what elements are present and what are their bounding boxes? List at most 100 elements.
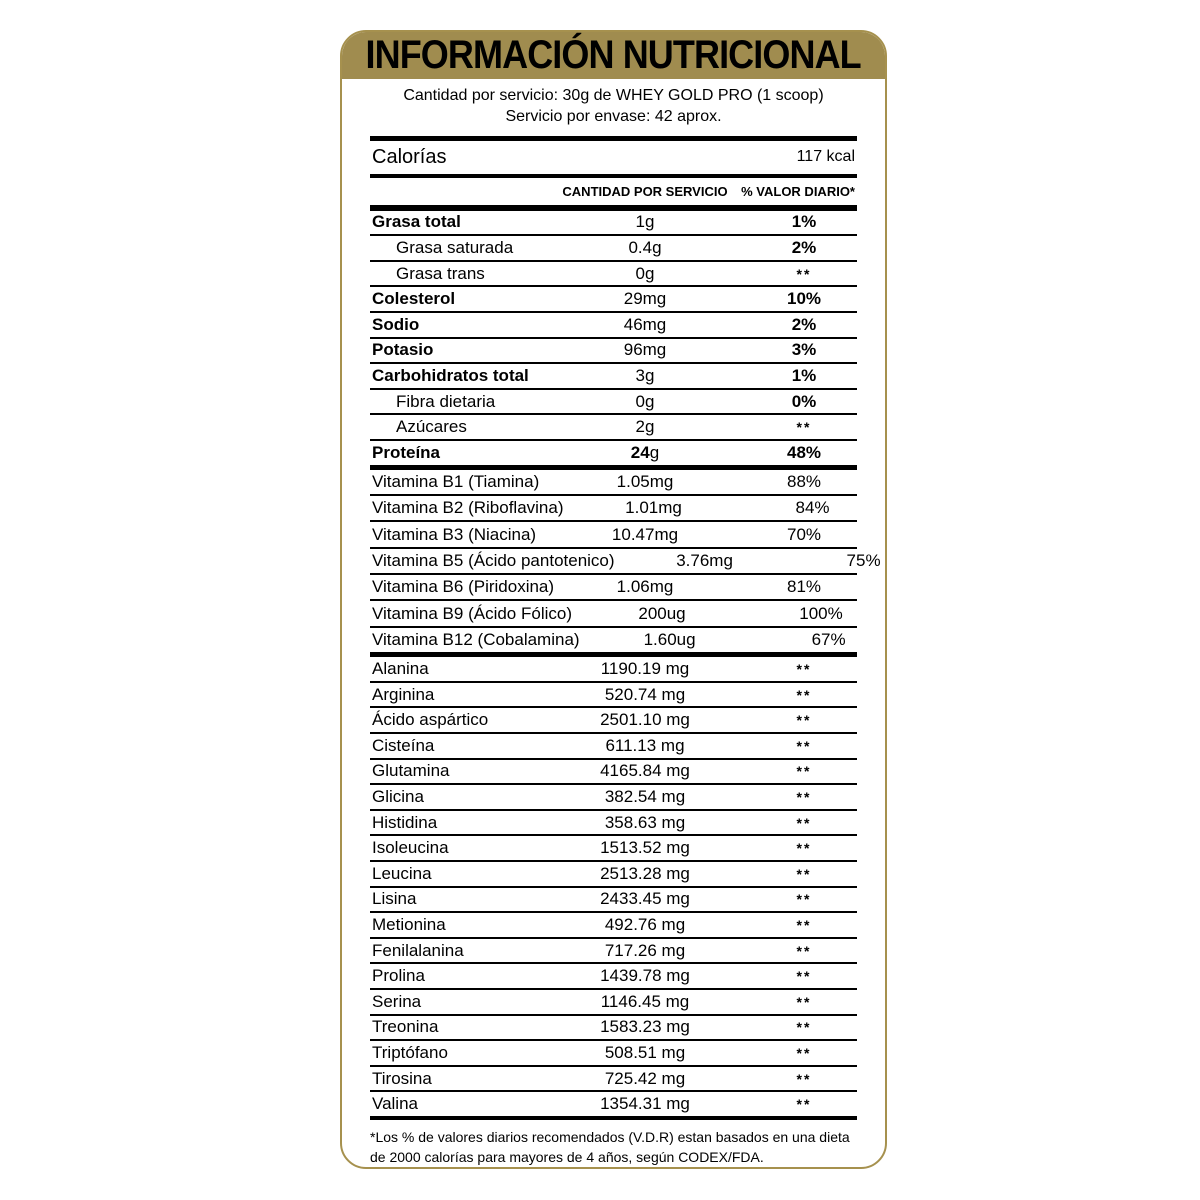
vitamin-dv: 75% <box>846 550 881 570</box>
vitamin-name: Vitamina B6 (Piridoxina) <box>372 577 555 597</box>
nutrient-amount: 2g <box>635 417 655 437</box>
nutrient-dv: 2% <box>791 314 817 334</box>
table-row: Azúcares 2g ** <box>370 415 857 441</box>
table-row: Carbohidratos total 3g 1% <box>370 364 857 390</box>
amino-acid-amount: 1146.45 mg <box>600 991 690 1011</box>
vitamin-amount: 3.76mg <box>676 550 733 570</box>
amino-acid-amount: 1583.23 mg <box>600 1017 690 1037</box>
amino-acid-name: Lisina <box>372 889 417 909</box>
table-row: Serina 1146.45 mg ** <box>370 990 857 1016</box>
table-row: Valina 1354.31 mg ** <box>370 1092 857 1116</box>
table-row: Fenilalanina 717.26 mg ** <box>370 939 857 965</box>
table-row: Lisina 2433.45 mg ** <box>370 888 857 914</box>
amino-acid-amount: 717.26 mg <box>604 940 686 960</box>
amino-acid-dv: ** <box>796 789 812 806</box>
amino-acid-amount: 2433.45 mg <box>600 889 690 909</box>
amino-acid-dv: ** <box>796 891 812 908</box>
table-row: Fibra dietaria 0g 0% <box>370 390 857 416</box>
amino-acid-dv: ** <box>796 865 812 882</box>
nutrient-amount: 24g <box>630 442 660 462</box>
nutrient-dv: 48% <box>786 442 822 462</box>
table-row: Vitamina B12 (Cobalamina) 1.60ug 67% <box>370 628 857 652</box>
amino-acid-dv: ** <box>796 968 812 985</box>
vitamin-amount: 1.60ug <box>643 630 696 650</box>
amino-acid-dv: ** <box>796 661 812 678</box>
nutrient-dv: 1% <box>791 212 817 232</box>
amino-acid-dv: ** <box>796 917 812 933</box>
amino-acid-amount: 1439.78 mg <box>600 966 690 986</box>
amino-acid-amount: 1513.52 mg <box>600 838 690 858</box>
vitamin-name: Vitamina B12 (Cobalamina) <box>372 630 580 650</box>
amino-acid-amount: 2513.28 mg <box>600 863 690 883</box>
amino-acid-dv: ** <box>796 1070 812 1087</box>
amino-acid-amount: 611.13 mg <box>605 735 685 755</box>
nutrient-name: Fibra dietaria <box>396 391 496 411</box>
vitamins-section: Vitamina B1 (Tiamina) 1.05mg 88% Vitamin… <box>370 470 881 658</box>
nutrient-amount: 0.4g <box>628 237 662 257</box>
nutrient-name: Grasa total <box>372 212 461 232</box>
table-row: Metionina 492.76 mg ** <box>370 913 857 939</box>
servings-per-container: Servicio por envase: 42 aprox. <box>505 107 722 125</box>
amino-acid-amount: 382.54 mg <box>604 787 686 807</box>
amino-acid-amount: 4165.84 mg <box>600 761 690 781</box>
amino-acid-name: Cisteína <box>372 735 435 755</box>
table-row: Leucina 2513.28 mg ** <box>370 862 857 888</box>
amino-acid-name: Triptófano <box>372 1042 448 1062</box>
amino-acid-dv: ** <box>796 993 812 1010</box>
amino-acid-name: Alanina <box>372 659 429 679</box>
nutrient-amount: 96mg <box>623 340 667 360</box>
table-row: Ácido aspártico 2501.10 mg ** <box>370 708 857 735</box>
calories-label: Calorías <box>372 145 447 168</box>
vitamin-dv: 70% <box>786 524 822 544</box>
nutrient-name: Potasio <box>372 340 434 360</box>
amino-acid-amount: 358.63 mg <box>604 812 686 832</box>
nutrient-amount: 0g <box>635 391 655 411</box>
amino-acid-name: Arginina <box>372 684 435 704</box>
nutrient-dv: ** <box>796 419 812 436</box>
amino-acid-amount: 1190.19 mg <box>600 659 690 679</box>
amino-acid-amount: 520.74 mg <box>604 684 686 704</box>
daily-value-footnote: *Los % de valores diarios recomendados (… <box>370 1128 850 1165</box>
amino-acid-name: Fenilalanina <box>372 940 464 960</box>
table-row: Vitamina B6 (Piridoxina) 1.06mg 81% <box>370 575 857 602</box>
amino-acid-name: Tirosina <box>372 1068 432 1088</box>
calories-row: Calorías 117 kcal <box>370 141 857 178</box>
table-row: Prolina 1439.78 mg ** <box>370 964 857 990</box>
vitamin-dv: 84% <box>795 498 830 518</box>
table-row: Proteína 24g 48% <box>370 441 857 465</box>
serving-per-scoop: Cantidad por servicio: 30g de WHEY GOLD … <box>403 87 824 104</box>
vitamin-amount: 1.06mg <box>616 577 674 597</box>
amino-acid-name: Histidina <box>372 812 438 832</box>
vitamin-dv: 67% <box>811 630 846 650</box>
column-header-row: CANTIDAD POR SERVICIO % VALOR DIARIO* <box>370 178 857 211</box>
amino-acid-amount: 725.42 mg <box>604 1068 686 1088</box>
nutrient-amount: 29mg <box>623 289 667 309</box>
dv-column-header: % VALOR DIARIO* <box>741 183 855 199</box>
nutrient-name: Carbohidratos total <box>372 365 529 385</box>
amino-acid-name: Ácido aspártico <box>372 710 489 730</box>
nutrient-dv: 3% <box>791 340 817 360</box>
table-row: Treonina 1583.23 mg ** <box>370 1016 857 1042</box>
table-row: Vitamina B2 (Riboflavina) 1.01mg 84% <box>370 496 857 523</box>
amino-acid-dv: ** <box>796 1044 812 1061</box>
vitamin-amount: 10.47mg <box>611 524 679 544</box>
amino-acid-name: Isoleucina <box>372 838 449 858</box>
nutrient-dv: 2% <box>791 237 817 257</box>
serving-info: Cantidad por servicio: 30g de WHEY GOLD … <box>342 86 885 128</box>
amino-acid-dv: ** <box>796 1096 812 1113</box>
table-row: Grasa trans 0g ** <box>370 262 857 288</box>
amino-acids-section: Alanina 1190.19 mg ** Arginina 520.74 mg… <box>370 657 857 1120</box>
table-row: Isoleucina 1513.52 mg ** <box>370 836 857 863</box>
table-row: Glutamina 4165.84 mg ** <box>370 760 857 786</box>
amino-acid-amount: 2501.10 mg <box>600 710 690 730</box>
vitamin-amount: 1.05mg <box>616 471 674 491</box>
amount-column-header: CANTIDAD POR SERVICIO <box>562 183 728 199</box>
amino-acid-dv: ** <box>796 763 812 780</box>
amino-acid-dv: ** <box>796 712 812 729</box>
nutrition-table: Calorías 117 kcal CANTIDAD POR SERVICIO … <box>370 135 881 1120</box>
nutrient-name: Azúcares <box>396 417 467 437</box>
table-row: Colesterol 29mg 10% <box>370 287 857 313</box>
amino-acid-dv: ** <box>796 737 812 754</box>
table-row: Sodio 46mg 2% <box>370 313 857 339</box>
